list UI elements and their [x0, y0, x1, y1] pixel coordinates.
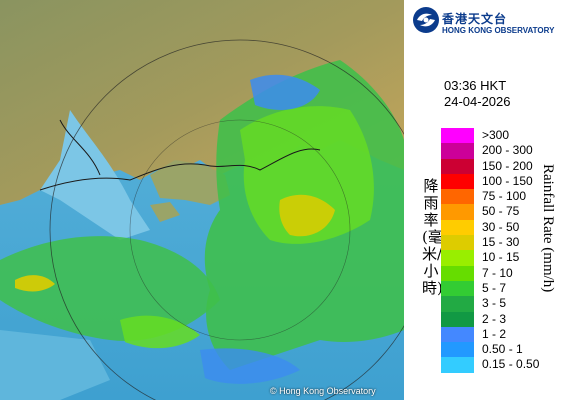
- legend-swatch: [441, 296, 474, 312]
- legend-swatch: [441, 326, 474, 343]
- legend-swatch: [441, 250, 474, 266]
- legend-label: 75 - 100: [482, 189, 527, 204]
- org-name-chinese: 香港天文台: [442, 12, 508, 26]
- legend-swatch: [441, 128, 474, 144]
- radar-map: © Hong Kong Observatory: [0, 0, 404, 400]
- range-ring-inner: [129, 119, 351, 341]
- legend-swatch: [441, 357, 474, 373]
- legend-swatch: [441, 235, 474, 251]
- legend-swatch: [441, 189, 474, 205]
- legend-label: 7 - 10: [482, 265, 513, 280]
- legend-label: 10 - 15: [482, 250, 520, 265]
- legend-label: 100 - 150: [482, 173, 533, 188]
- open-sea-southwest: [0, 330, 110, 400]
- coastline: [39, 148, 321, 191]
- legend-title-chinese: 降雨率(毫米/小時): [422, 177, 443, 297]
- rainfall-area-moderate: [240, 106, 374, 244]
- radar-time: 03:36 HKT: [444, 78, 507, 93]
- legend-swatch: [441, 219, 474, 236]
- legend-label: 15 - 30: [482, 235, 520, 250]
- river-coastline: [59, 119, 101, 176]
- legend-label: 200 - 300: [482, 143, 533, 158]
- rainfall-area-heavy-southwest: [15, 275, 55, 292]
- legend-swatch: [441, 280, 474, 297]
- legend-label: 0.50 - 1: [482, 342, 523, 357]
- rainfall-area-southwest: [0, 236, 220, 341]
- rainfall-area-light-south: [200, 348, 300, 384]
- legend-swatch: [441, 342, 474, 358]
- side-panel: 香港天文台 HONG KONG OBSERVATORY 03:36 HKT 24…: [404, 0, 577, 400]
- legend-label: 3 - 5: [482, 296, 507, 311]
- legend-swatch: [441, 265, 474, 281]
- legend-label: 1 - 2: [482, 326, 507, 341]
- legend-label: 2 - 3: [482, 311, 507, 326]
- radar-map-graphic: [0, 0, 404, 400]
- hko-logo-icon: [413, 7, 439, 33]
- radar-date: 24-04-2026: [444, 94, 511, 109]
- legend-swatch: [441, 173, 474, 190]
- legend-swatch: [441, 143, 474, 159]
- legend-swatch: [441, 204, 474, 220]
- copyright-notice: © Hong Kong Observatory: [270, 386, 376, 396]
- rainfall-area-south: [120, 315, 200, 349]
- legend-title-english-wrap: Rainfall Rate (mm/h): [540, 164, 558, 344]
- lantau-island: [150, 202, 180, 222]
- legend-label: >300: [482, 128, 510, 142]
- org-name-english: HONG KONG OBSERVATORY: [442, 26, 555, 35]
- rainfall-area-light-north: [250, 74, 320, 110]
- legend-label: 5 - 7: [482, 280, 507, 295]
- legend-title-english: Rainfall Rate (mm/h): [540, 164, 556, 293]
- rainfall-area-heavy: [279, 194, 335, 237]
- legend-label: 0.15 - 0.50: [482, 357, 540, 372]
- legend-label: 150 - 200: [482, 158, 533, 173]
- legend-label: 50 - 75: [482, 204, 520, 219]
- legend-swatch: [441, 158, 474, 174]
- range-ring-outer: [49, 39, 404, 400]
- pearl-river-estuary: [40, 110, 150, 240]
- hong-kong-land: [150, 160, 230, 205]
- legend-swatch: [441, 311, 474, 327]
- legend-label: 30 - 50: [482, 219, 520, 234]
- hko-logo: 香港天文台 HONG KONG OBSERVATORY: [412, 6, 574, 38]
